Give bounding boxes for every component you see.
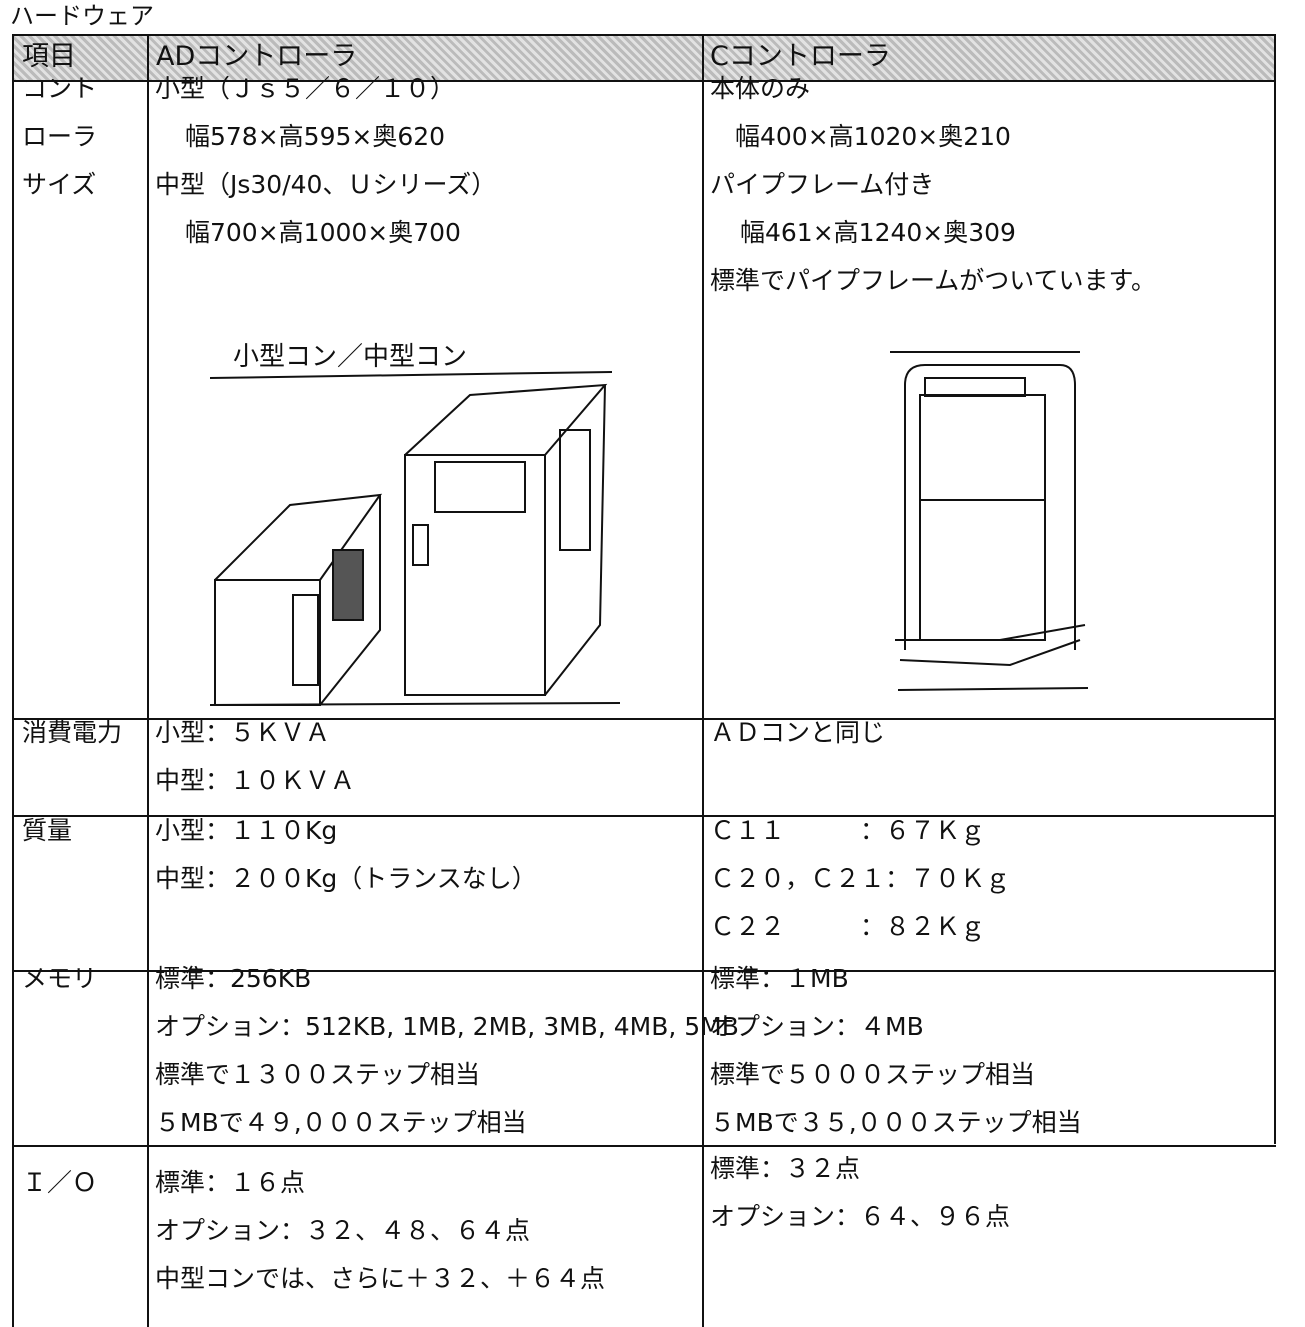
grid-line <box>1274 34 1276 1144</box>
cell-text: ５MBで４９,０００ステップ相当 <box>155 1108 527 1137</box>
cell-text: 中型：２００Kg（トランスなし） <box>155 864 537 893</box>
cell-text: 標準で１３００ステップ相当 <box>155 1060 481 1089</box>
cell-text: 小型：５ＫＶＡ <box>155 718 331 747</box>
cell-text: 中型コンでは、さらに＋３２、＋６４点 <box>155 1264 606 1293</box>
grid-line <box>12 1145 1276 1147</box>
cell-text: Ｃ１１ ：６７Ｋｇ <box>710 816 986 845</box>
column-header: 項目 <box>22 41 76 72</box>
cell-text: 小型（Ｊｓ５／６／１０） <box>155 74 456 103</box>
grid-line <box>147 34 149 1327</box>
figure-caption: 小型コン／中型コン <box>233 342 468 372</box>
column-header: Cコントローラ <box>710 41 891 72</box>
cell-text: 中型（Js30/40、Ｕシリーズ） <box>155 170 497 199</box>
grid-line <box>702 34 704 1327</box>
grid-line <box>12 34 1276 36</box>
cell-text: 標準で５０００ステップ相当 <box>710 1060 1036 1089</box>
grid-line <box>12 718 1276 720</box>
grid-line <box>12 34 14 1327</box>
cell-text: オプション：４MB <box>710 1012 924 1041</box>
cell-text: 幅700×高1000×奥700 <box>185 218 461 247</box>
row-label: Ｉ／Ｏ <box>22 1168 98 1197</box>
row-label: 消費電力 <box>22 718 123 747</box>
grid-line <box>12 815 1276 817</box>
row-label: コント <box>22 74 98 103</box>
row-label: 質量 <box>22 816 73 845</box>
cell-text: 標準：256KB <box>155 964 312 993</box>
row-label: サイズ <box>22 170 97 199</box>
cell-text: 中型：１０ＫＶＡ <box>155 766 356 795</box>
cell-text: 標準：１MB <box>710 964 849 993</box>
cell-text: オプション：６４、９６点 <box>710 1202 1011 1231</box>
cell-text: オプション：３２、４８、６４点 <box>155 1216 531 1245</box>
grid-line <box>12 80 1276 82</box>
page-title: ハードウェア <box>10 2 154 30</box>
cell-text: ５MBで３５,０００ステップ相当 <box>710 1108 1082 1137</box>
cell-text: 本体のみ <box>710 74 811 103</box>
cell-text: Ｃ２０，Ｃ２１：７０Ｋｇ <box>710 864 1011 893</box>
grid-line <box>12 970 1276 972</box>
cell-text: 幅400×高1020×奥210 <box>735 122 1011 151</box>
column-header: ADコントローラ <box>156 41 358 72</box>
cell-text: 小型：１１０Kg <box>155 816 338 845</box>
cell-text: 標準：１６点 <box>155 1168 306 1197</box>
cell-text: 標準でパイプフレームがついています。 <box>710 266 1157 295</box>
cell-text: パイプフレーム付き <box>710 170 935 199</box>
cell-text: Ｃ２２ ：８２Ｋｇ <box>710 912 986 941</box>
header-background <box>12 34 1274 80</box>
cell-text: 標準：３２点 <box>710 1154 861 1183</box>
row-label: ローラ <box>22 122 98 151</box>
cell-text: オプション：512KB, 1MB, 2MB, 3MB, 4MB, 5MB <box>155 1012 739 1041</box>
cell-text: 幅578×高595×奥620 <box>185 122 446 151</box>
cell-text: 幅461×高1240×奥309 <box>740 218 1016 247</box>
row-label: メモリ <box>22 964 98 993</box>
cell-text: ＡＤコンと同じ <box>710 718 886 747</box>
